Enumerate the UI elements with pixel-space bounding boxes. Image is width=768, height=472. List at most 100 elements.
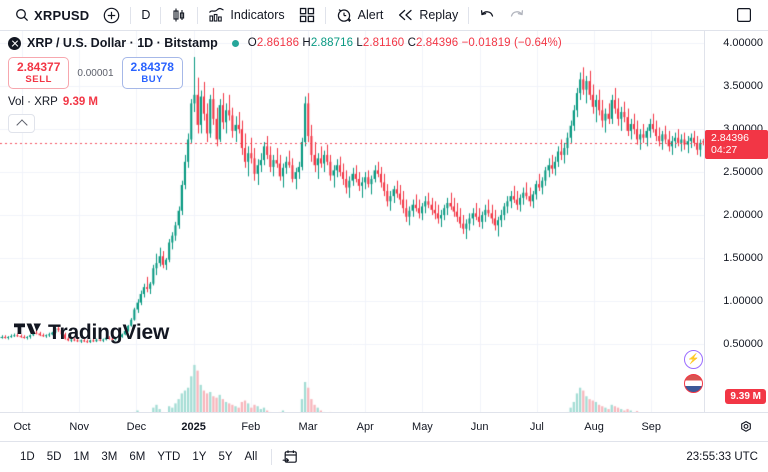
alert-label: Alert (357, 8, 384, 22)
symbol-search-button[interactable]: XRPUSD (8, 2, 96, 28)
toolbar-divider-4 (324, 6, 326, 24)
time-tick: Apr (356, 421, 374, 433)
time-tick: Oct (13, 421, 31, 433)
range-button-1m[interactable]: 1M (73, 451, 90, 463)
chart-area[interactable]: XRP / U.S. Dollar · 1D · Bitstamp O2.861… (0, 31, 768, 441)
buy-button[interactable]: 2.84378 BUY (121, 57, 183, 90)
sell-button[interactable]: 2.84377 SELL (8, 57, 70, 90)
time-tick: Aug (584, 421, 604, 433)
lightning-bolt-icon[interactable]: ⚡ (684, 350, 703, 369)
collapse-legend-button[interactable] (8, 114, 35, 134)
time-axis[interactable]: Oct Nov Dec 2025 Feb Mar Apr May Jun Jul Aug Sep (0, 412, 768, 441)
range-button-group: 1D 5D 1M 3M 6M YTD 1Y 5Y All (14, 448, 263, 466)
replay-label: Replay (419, 8, 459, 22)
time-tick: Sep (641, 421, 662, 433)
close-value: 2.84396 (416, 37, 459, 49)
undo-arrow-icon (479, 8, 495, 22)
spread-value: 0.00001 (77, 67, 114, 79)
range-button-5y[interactable]: 5Y (218, 451, 233, 463)
legend-symbol-title[interactable]: XRP / U.S. Dollar · 1D · Bitstamp (27, 36, 218, 50)
volume-label: Vol · XRP (8, 96, 58, 109)
time-tick: Mar (298, 421, 318, 433)
time-tick: Nov (69, 421, 89, 433)
add-symbol-button[interactable] (96, 2, 127, 28)
indicators-label: Indicators (230, 8, 285, 22)
time-tick: 2025 (181, 421, 206, 433)
sell-label: SELL (25, 74, 53, 86)
indicators-chart-icon (208, 7, 225, 23)
range-button-1d[interactable]: 1D (20, 451, 35, 463)
search-icon (15, 8, 29, 22)
layouts-button[interactable] (292, 2, 322, 28)
replay-button[interactable]: Replay (390, 2, 465, 28)
time-tick: May (412, 421, 433, 433)
chart-legend: XRP / U.S. Dollar · 1D · Bitstamp O2.861… (8, 35, 562, 134)
range-button-ytd[interactable]: YTD (157, 451, 181, 463)
low-label: L (356, 37, 363, 49)
time-tick: Jul (529, 421, 544, 433)
high-value: 2.88716 (310, 37, 354, 49)
price-tick: 1.50000 (723, 251, 763, 264)
alert-button[interactable]: Alert (329, 2, 391, 28)
fullscreen-square-icon (736, 7, 752, 23)
range-button-6m[interactable]: 6M (129, 451, 146, 463)
symbol-label: XRPUSD (34, 7, 90, 23)
time-tick: Jun (470, 421, 489, 433)
range-button-all[interactable]: All (244, 451, 258, 463)
interval-button[interactable]: D (134, 2, 157, 28)
price-tick: 0.50000 (723, 337, 763, 350)
goto-date-calendar-icon[interactable] (280, 447, 301, 467)
candlestick-canvas[interactable] (0, 31, 705, 413)
toolbar-divider-1 (130, 6, 132, 24)
fullscreen-button[interactable] (729, 2, 759, 28)
open-label: O (247, 37, 257, 49)
sell-price: 2.84377 (17, 60, 61, 74)
chart-type-button[interactable] (164, 2, 194, 28)
price-tick: 2.00000 (723, 209, 763, 222)
redo-button[interactable] (502, 2, 532, 28)
price-tick: 1.00000 (723, 294, 763, 307)
candle-icon (171, 7, 187, 23)
indicators-button[interactable]: Indicators (201, 2, 291, 28)
time-tick: Dec (126, 421, 147, 433)
change-absolute: −0.01819 (461, 37, 511, 49)
high-label: H (302, 37, 311, 49)
top-toolbar: XRPUSD D (0, 0, 768, 31)
legend-title-row: XRP / U.S. Dollar · 1D · Bitstamp O2.861… (8, 35, 562, 51)
range-button-3m[interactable]: 3M (101, 451, 118, 463)
bottom-bar: 1D 5D 1M 3M 6M YTD 1Y 5Y All 23:55:33 UTC (0, 441, 768, 472)
rewind-icon (397, 8, 414, 22)
range-button-5d[interactable]: 5D (46, 451, 62, 463)
range-button-1y[interactable]: 1Y (192, 451, 207, 463)
plus-circle-icon (103, 7, 120, 24)
current-price-value: 2.84396 (711, 131, 749, 144)
chevron-up-icon (15, 119, 28, 132)
undo-button[interactable] (472, 2, 502, 28)
xrp-logo-icon (8, 36, 21, 50)
time-tick: Feb (241, 421, 261, 433)
current-price-tag: 2.84396 04:27 (705, 129, 768, 159)
axis-settings-icon[interactable] (738, 419, 754, 435)
volume-legend-row: Vol · XRP 9.39 M (8, 96, 562, 108)
series-dot-icon[interactable] (231, 39, 239, 47)
interval-label: D (141, 8, 151, 22)
buy-label: BUY (141, 74, 164, 86)
volume-badge: 9.39 M (725, 389, 766, 404)
session-clock[interactable]: 23:55:33 UTC (686, 451, 758, 463)
price-tick: 4.00000 (723, 37, 763, 50)
quote-buttons-row: 2.84377 SELL 0.00001 2.84378 BUY (8, 57, 562, 90)
open-value: 2.86186 (256, 37, 300, 49)
redo-arrow-icon (509, 8, 525, 22)
toolbar-divider-3 (197, 6, 199, 24)
volume-value: 9.39 M (62, 96, 99, 109)
toolbar-divider-2 (160, 6, 162, 24)
change-percent: (−0.64%) (513, 37, 562, 49)
alarm-clock-plus-icon (336, 7, 353, 24)
low-value: 2.81160 (362, 37, 405, 49)
price-axis[interactable]: 4.000003.500003.000002.500002.000001.500… (684, 31, 768, 413)
toolbar-right-group (729, 2, 768, 28)
chart-pane[interactable]: XRP / U.S. Dollar · 1D · Bitstamp O2.861… (0, 31, 705, 413)
us-flag-icon[interactable] (684, 374, 703, 393)
price-tick: 2.50000 (723, 166, 763, 179)
